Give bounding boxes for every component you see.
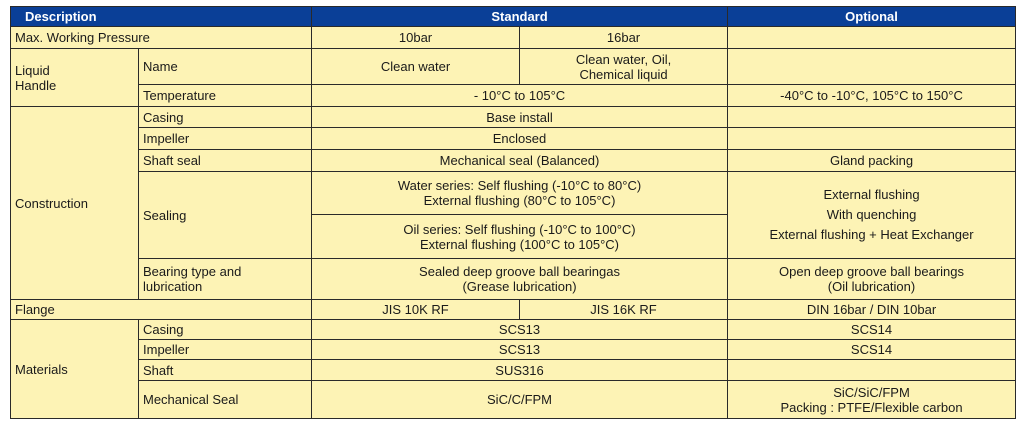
construction-casing-optional: [727, 106, 1017, 128]
bearing-label-line2: lubrication: [143, 279, 203, 294]
row-materials-shaft: Shaft SUS316: [11, 359, 1017, 381]
liquid-name-std-a: Clean water: [311, 48, 521, 85]
sealing-oil-line2: External flushing (100°C to 105°C): [420, 236, 620, 252]
sealing-water-line1: Water series: Self flushing (-10°C to 80…: [397, 178, 642, 193]
row-liquid-name: Liquid Handle Name Clean water Clean wat…: [10, 48, 1017, 107]
temperature-optional: -40°C to -10°C, 105°C to 150°C: [727, 84, 1017, 107]
row-materials-mech-seal: Mechanical Seal SiC/C/FPM SiC/SiC/FPM Pa…: [11, 380, 1017, 419]
row-liquid-temperature: Temperature - 10°C to 105°C -40°C to -10…: [11, 84, 1017, 107]
header-description: Description: [9, 6, 313, 27]
sealing-oil-line1: Oil series: Self flushing (-10°C to 100°…: [403, 221, 636, 237]
bearing-std-line1: Sealed deep groove ball bearingas: [419, 264, 620, 279]
header-optional: Optional: [727, 6, 1017, 27]
sealing-opt-line1: External flushing: [823, 187, 920, 202]
liquid-handle-line2: Handle: [15, 77, 57, 93]
header-row: Description Standard Optional: [9, 6, 1017, 27]
sealing-oil-standard: Oil series: Self flushing (-10°C to 100°…: [311, 214, 729, 259]
sealing-water-line2: External flushing (80°C to 105°C): [423, 193, 616, 208]
materials-impeller-optional: SCS14: [727, 339, 1017, 360]
liquid-handle-line1: Liquid: [15, 62, 50, 78]
row-max-pressure: Max. Working Pressure 10bar 16bar: [9, 26, 1017, 49]
mech-seal-label: Mechanical Seal: [137, 380, 313, 419]
max-pressure-std-b: 16bar: [519, 26, 729, 49]
shaft-seal-optional: Gland packing: [727, 149, 1017, 172]
bearing-standard: Sealed deep groove ball bearingas (Greas…: [311, 258, 729, 300]
row-bearing: Bearing type and lubrication Sealed deep…: [11, 258, 1017, 300]
materials-shaft-label: Shaft: [137, 359, 313, 381]
max-pressure-label: Max. Working Pressure: [9, 26, 313, 49]
sealing-optional: External flushing With quenching Externa…: [727, 171, 1017, 259]
bearing-opt-line1: Open deep groove ball bearings: [779, 264, 965, 279]
row-construction-casing: Construction Casing Base install: [10, 106, 1017, 300]
mech-seal-opt-line1: SiC/SiC/FPM: [833, 384, 910, 400]
shaft-seal-standard: Mechanical seal (Balanced): [311, 149, 729, 172]
max-pressure-std-a: 10bar: [311, 26, 521, 49]
row-materials-impeller: Impeller SCS13 SCS14: [11, 339, 1017, 360]
materials-casing-label: Casing: [137, 319, 313, 340]
materials-shaft-optional: [727, 359, 1017, 381]
sealing-opt-line3: External flushing + Heat Exchanger: [769, 227, 974, 242]
bearing-opt-line2: (Oil lubrication): [827, 279, 916, 294]
flange-std-b: JIS 16K RF: [519, 299, 729, 320]
liquid-name-label: Name: [137, 48, 313, 85]
mech-seal-opt-line2: Packing : PTFE/Flexible carbon: [780, 399, 963, 415]
liquid-name-std-b: Clean water, Oil, Chemical liquid: [519, 48, 729, 85]
construction-impeller-optional: [727, 127, 1017, 150]
max-pressure-optional: [727, 26, 1017, 49]
liquid-handle-group: Liquid Handle: [10, 48, 139, 107]
bearing-std-line2: (Grease lubrication): [462, 279, 577, 294]
mech-seal-optional: SiC/SiC/FPM Packing : PTFE/Flexible carb…: [727, 380, 1017, 419]
materials-group: Materials: [10, 319, 139, 419]
materials-impeller-standard: SCS13: [311, 339, 729, 360]
bearing-label-line1: Bearing type and: [143, 264, 242, 279]
construction-group: Construction: [10, 106, 139, 300]
materials-shaft-standard: SUS316: [311, 359, 729, 381]
bearing-optional: Open deep groove ball bearings (Oil lubr…: [727, 258, 1017, 300]
liquid-name-std-b-line2: Chemical liquid: [579, 66, 668, 82]
specification-table: Description Standard Optional Max. Worki…: [9, 6, 1017, 419]
bearing-label: Bearing type and lubrication: [137, 258, 313, 300]
row-flange: Flange JIS 10K RF JIS 16K RF DIN 16bar /…: [9, 299, 1017, 320]
temperature-label: Temperature: [137, 84, 313, 107]
flange-label: Flange: [9, 299, 313, 320]
materials-casing-standard: SCS13: [311, 319, 729, 340]
row-materials-casing: Materials Casing SCS13 SCS14: [10, 319, 1017, 419]
header-standard: Standard: [311, 6, 729, 27]
shaft-seal-label: Shaft seal: [137, 149, 313, 172]
mech-seal-standard: SiC/C/FPM: [311, 380, 729, 419]
spec-table-container: Description Standard Optional Max. Worki…: [9, 6, 1017, 419]
construction-casing-standard: Base install: [311, 106, 729, 128]
flange-optional: DIN 16bar / DIN 10bar: [727, 299, 1017, 320]
sealing-water-standard: Water series: Self flushing (-10°C to 80…: [311, 171, 729, 215]
row-sealing-oil: Oil series: Self flushing (-10°C to 100°…: [11, 214, 1016, 259]
sealing-label: Sealing: [137, 171, 313, 259]
temperature-standard: - 10°C to 105°C: [311, 84, 729, 107]
row-construction-shaft-seal: Shaft seal Mechanical seal (Balanced) Gl…: [11, 149, 1017, 172]
materials-impeller-label: Impeller: [137, 339, 313, 360]
materials-casing-optional: SCS14: [727, 319, 1017, 340]
construction-impeller-label: Impeller: [137, 127, 313, 150]
liquid-name-optional: [727, 48, 1017, 85]
row-sealing-water: Sealing Water series: Self flushing (-10…: [11, 171, 1017, 259]
construction-impeller-standard: Enclosed: [311, 127, 729, 150]
row-construction-impeller: Impeller Enclosed: [11, 127, 1017, 150]
construction-casing-label: Casing: [137, 106, 313, 128]
flange-std-a: JIS 10K RF: [311, 299, 521, 320]
liquid-name-std-b-line1: Clean water, Oil,: [575, 51, 672, 67]
sealing-opt-line2: With quenching: [826, 207, 917, 222]
